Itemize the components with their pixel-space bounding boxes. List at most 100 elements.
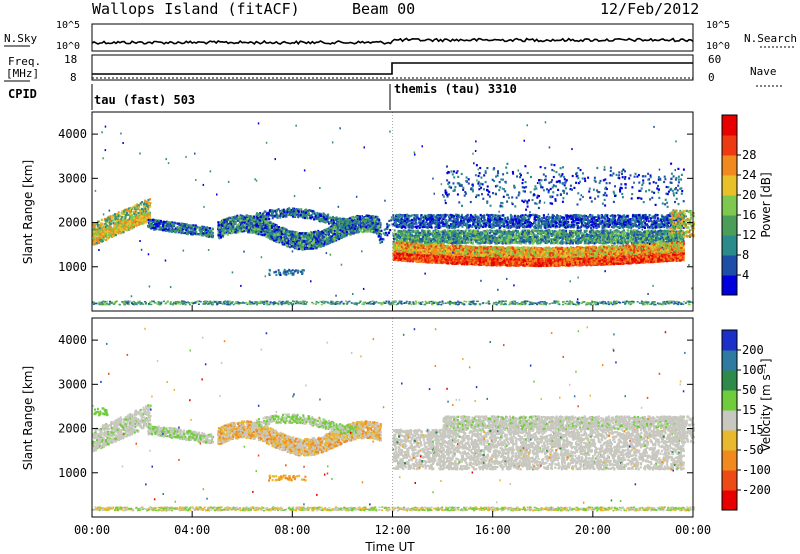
scatter-cell — [300, 234, 303, 237]
scatter-cell — [220, 236, 222, 239]
scatter-cell — [253, 222, 256, 225]
scatter-cell — [237, 218, 240, 221]
scatter-cell — [343, 235, 346, 238]
scatter-cell — [232, 218, 235, 221]
scatter-cell — [269, 238, 272, 241]
scatter-cell — [217, 221, 220, 224]
scatter-cell — [168, 228, 171, 231]
scatter-cell — [259, 232, 262, 235]
scatter-cell — [384, 231, 387, 234]
scatter-cell — [99, 224, 102, 227]
scatter-cell — [372, 215, 375, 218]
scatter-cell — [338, 219, 341, 222]
scatter-cell — [202, 234, 205, 237]
scatter-cell — [360, 220, 363, 223]
scatter-cell — [176, 226, 179, 229]
scatter-cell — [301, 239, 304, 242]
scatter-cell — [280, 210, 283, 213]
scatter-cell — [276, 233, 279, 236]
scatter-cell — [151, 223, 154, 226]
scatter-cell — [283, 235, 286, 239]
scatter-cell — [295, 209, 298, 212]
scatter-cell — [200, 226, 203, 229]
nave-label: Nave — [750, 65, 777, 78]
station-title: Wallops Island (fitACF) — [92, 0, 300, 18]
scatter-cell — [344, 225, 347, 228]
scatter-cell — [283, 241, 285, 244]
scatter-cell — [234, 228, 237, 231]
scatter-cell — [268, 272, 271, 275]
scatter-cell — [321, 242, 324, 245]
scatter-cell — [309, 239, 312, 242]
scatter-cell — [158, 222, 161, 225]
scatter-cell — [271, 230, 274, 233]
scatter-cell — [125, 221, 128, 224]
scatter-cell — [556, 214, 559, 217]
scatter-cell — [111, 215, 114, 219]
scatter-cell — [175, 229, 178, 232]
scatter-cell — [592, 226, 595, 229]
scatter-cell — [149, 205, 152, 208]
scatter-cell — [387, 231, 390, 235]
scatter-cell — [180, 231, 183, 234]
scatter-cell — [148, 221, 151, 224]
scatter-cell — [106, 224, 109, 228]
scatter-cell — [255, 214, 258, 217]
scatter-cell — [258, 230, 260, 233]
scatter-cell — [304, 246, 306, 249]
scatter-cell — [104, 223, 107, 226]
scatter-cell — [104, 220, 107, 224]
scatter-cell — [389, 229, 392, 232]
scatter-cell — [257, 212, 260, 216]
freq-strip — [91, 54, 694, 81]
scatter-cell — [301, 234, 304, 237]
scatter-cell — [217, 232, 220, 235]
scatter-cell — [128, 227, 131, 230]
scatter-cell — [127, 225, 130, 228]
scatter-cell — [339, 226, 341, 229]
scatter-cell — [164, 225, 167, 228]
scatter-cell — [294, 236, 296, 239]
scatter-cell — [367, 224, 369, 227]
scatter-cell — [292, 242, 294, 245]
scatter-cell — [315, 237, 318, 240]
scatter-cell — [315, 234, 317, 237]
scatter-cell — [117, 224, 120, 227]
scatter-cell — [255, 212, 258, 215]
scatter-cell — [366, 214, 369, 217]
scatter-cell — [355, 216, 358, 219]
scatter-cell — [143, 221, 146, 224]
scatter-cell — [252, 224, 254, 227]
scatter-cell — [232, 225, 234, 228]
scatter-cell — [146, 204, 149, 207]
scatter-cell — [297, 241, 300, 244]
scatter-cell — [120, 228, 123, 231]
scatter-cell — [284, 270, 287, 273]
scatter-cell — [378, 234, 381, 237]
scatter-cell — [350, 221, 353, 224]
scatter-cell — [361, 217, 364, 221]
scatter-cell — [267, 223, 270, 226]
scatter-cell — [346, 226, 349, 229]
scatter-cell — [117, 226, 120, 230]
scatter-cell — [312, 231, 315, 234]
scatter-cell — [102, 238, 105, 241]
scatter-cell — [341, 236, 343, 239]
scatter-cell — [363, 217, 365, 220]
scatter-cell — [117, 213, 120, 217]
scatter-cell — [147, 198, 150, 202]
scatter-cell — [126, 223, 129, 227]
power-panel — [92, 112, 695, 311]
scatter-cell — [251, 215, 254, 218]
nsky-label: N.Sky — [4, 32, 37, 45]
scatter-cell — [152, 226, 155, 230]
scatter-cell — [283, 210, 286, 213]
scatter-cell — [226, 233, 229, 236]
scatter-cell — [258, 216, 260, 219]
scatter-cell — [137, 223, 139, 226]
scatter-cell — [172, 223, 175, 227]
scatter-cell — [129, 213, 132, 216]
scatter-cell — [94, 222, 97, 225]
scatter-cell — [373, 227, 376, 230]
scatter-cell — [133, 216, 136, 219]
